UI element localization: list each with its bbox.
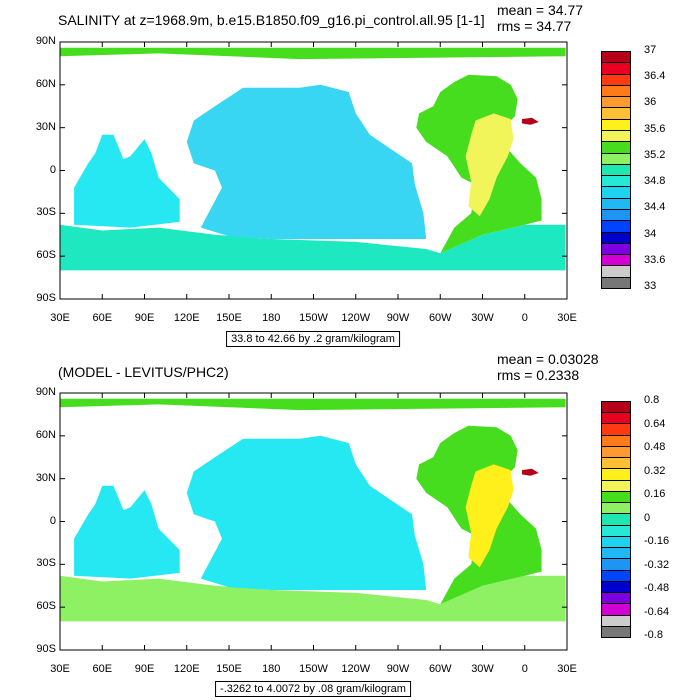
difference-colorbar (601, 401, 631, 638)
longitude-tick-label: 90E (134, 663, 155, 675)
southern-ocean-region (60, 575, 566, 622)
longitude-tick-label: 0 (521, 663, 528, 675)
arctic-region (60, 47, 566, 60)
longitude-tick-label: 30E (557, 663, 577, 675)
colorbar-label: 35.2 (644, 148, 666, 161)
longitude-tick-label: 120E (173, 663, 200, 675)
longitude-tick-label: 30W (471, 663, 494, 675)
longitude-tick-label: 120W (341, 312, 371, 324)
longitude-tick-label: 180 (262, 312, 281, 324)
colorbar-label: -0.8 (644, 629, 663, 641)
colorbar-swatch (601, 276, 631, 289)
colorbar-label: 0.48 (644, 441, 666, 453)
longitude-tick-label: 90W (386, 312, 410, 324)
colorbar-label: -0.32 (644, 558, 670, 571)
mediterranean-region (521, 468, 539, 476)
latitude-tick-label: 30N (35, 471, 56, 484)
latitude-tick-label: 30S (36, 557, 56, 570)
colorbar-label: -0.16 (644, 535, 670, 547)
atlantic-subtropical-region (465, 113, 514, 217)
colorbar-label: 0.8 (644, 394, 660, 406)
colorbar-swatch (601, 625, 631, 638)
rms-stat: rms = 34.77 (497, 18, 572, 34)
latitude-tick-label: 90S (36, 643, 56, 655)
latitude-tick-label: 60N (35, 428, 56, 441)
latitude-tick-label: 60N (35, 77, 56, 90)
latitude-tick-label: 90S (36, 292, 56, 304)
atlantic-subtropical-region (465, 464, 514, 568)
latitude-tick-label: 60S (36, 600, 56, 613)
longitude-tick-label: 60W (428, 663, 452, 675)
colorbar-label: 0 (644, 511, 651, 524)
southern-ocean-region (60, 224, 566, 271)
longitude-tick-label: 150W (299, 312, 328, 324)
longitude-tick-label: 60E (92, 312, 113, 324)
longitude-tick-label: 150E (216, 663, 242, 675)
colorbar-label: 36 (644, 96, 657, 109)
longitude-tick-label: 120E (173, 312, 200, 324)
longitude-tick-label: 30W (471, 312, 494, 324)
latitude-tick-label: 90N (35, 386, 56, 398)
arctic-region (60, 398, 566, 411)
colorbar-label: 37 (644, 44, 657, 56)
mean-stat: mean = 0.03028 (497, 351, 599, 367)
pacific-ocean-region (186, 435, 427, 590)
colorbar-label: -0.64 (644, 605, 670, 618)
contour-range-caption: 33.8 to 42.66 by .2 gram/kilogram (226, 331, 400, 347)
salinity-colorbar (601, 51, 631, 289)
longitude-tick-label: 90E (134, 312, 155, 324)
colorbar-label: 33.6 (644, 253, 666, 266)
longitude-tick-label: 120W (341, 663, 371, 675)
latitude-tick-label: 60S (36, 249, 56, 262)
longitude-tick-label: 30E (557, 312, 577, 324)
latitude-tick-label: 30S (36, 206, 56, 219)
rms-stat: rms = 0.2338 (497, 367, 580, 383)
latitude-tick-label: 0 (49, 163, 56, 176)
longitude-tick-label: 0 (521, 312, 528, 324)
longitude-tick-label: 60W (428, 312, 452, 324)
longitude-tick-label: 150E (216, 312, 242, 324)
indian-ocean-region (74, 485, 180, 579)
longitude-tick-label: 150W (299, 663, 328, 675)
salinity-map (59, 41, 568, 300)
pacific-ocean-region (186, 84, 427, 239)
colorbar-label: 0.32 (644, 464, 666, 477)
panel-title: (MODEL - LEVITUS/PHC2) (58, 364, 229, 380)
colorbar-label: 33 (644, 280, 657, 292)
colorbar-label: 35.6 (644, 122, 666, 135)
panel-title: SALINITY at z=1968.9m, b.e15.B1850.f09_g… (58, 12, 485, 28)
colorbar-label: 0.16 (644, 488, 666, 500)
indian-ocean-region (74, 134, 180, 228)
longitude-tick-label: 90W (386, 663, 410, 675)
colorbar-label: 36.4 (644, 70, 666, 83)
mean-stat: mean = 34.77 (497, 2, 584, 18)
colorbar-label: -0.48 (644, 582, 670, 594)
latitude-tick-label: 30N (35, 120, 56, 133)
difference-map (59, 392, 568, 651)
colorbar-label: 34.4 (644, 201, 666, 214)
contour-range-caption: -.3262 to 4.0072 by .08 gram/kilogram (215, 681, 411, 697)
colorbar-label: 0.64 (644, 417, 666, 430)
mediterranean-region (521, 117, 539, 125)
longitude-tick-label: 180 (262, 663, 281, 675)
latitude-tick-label: 0 (49, 514, 56, 527)
latitude-tick-label: 90N (35, 35, 56, 47)
longitude-tick-label: 30E (50, 663, 70, 675)
longitude-tick-label: 60E (92, 663, 113, 675)
colorbar-label: 34 (644, 227, 657, 240)
colorbar-label: 34.8 (644, 175, 666, 188)
longitude-tick-label: 30E (50, 312, 70, 324)
